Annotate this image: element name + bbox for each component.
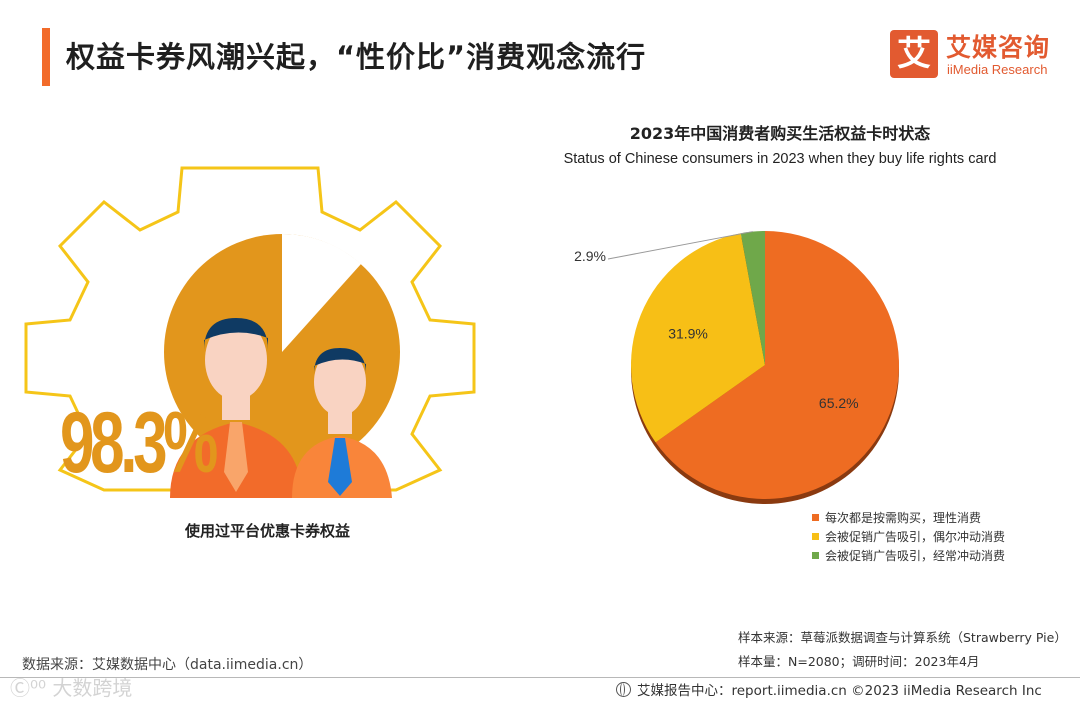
- pie-slice-label: 31.9%: [668, 326, 708, 342]
- pie-slice: [740, 231, 765, 365]
- legend-label: 每次都是按需购买，理性消费: [825, 511, 982, 525]
- legend-swatch: [812, 533, 819, 540]
- chart-subtitle: Status of Chinese consumers in 2023 when…: [563, 151, 997, 167]
- legend-item: 会被促销广告吸引，偶尔冲动消费: [812, 527, 1005, 546]
- legend-label: 会被促销广告吸引，偶尔冲动消费: [825, 530, 1006, 544]
- globe-icon: [616, 681, 631, 697]
- title-accent-bar: [42, 28, 50, 86]
- legend-label: 会被促销广告吸引，经常冲动消费: [825, 549, 1006, 563]
- pie-leader-line: [607, 231, 753, 260]
- chart-legend: 每次都是按需购买，理性消费会被促销广告吸引，偶尔冲动消费 会被促销广告吸引，经常冲…: [812, 508, 1005, 565]
- footer-text: 艾媒报告中心：report.iimedia.cn ©2023 iiMedia R…: [637, 683, 1042, 699]
- person-icon: [170, 318, 302, 498]
- pie-slice-label: 65.2%: [819, 395, 859, 411]
- rights-card-illustration: [24, 166, 476, 498]
- brand-name-en: iiMedia Research: [947, 62, 1048, 77]
- watermark: Ⓒ⁰⁰ 大数跨境: [10, 676, 133, 700]
- usage-percent: 98.3%: [60, 395, 218, 491]
- page-title: 权益卡券风潮兴起，“性价比”消费观念流行: [66, 40, 647, 74]
- data-source: 数据来源：艾媒数据中心（data.iimedia.cn）: [22, 657, 313, 673]
- pie-slice: [631, 233, 765, 443]
- pie-slice: [655, 231, 900, 499]
- pie-chart: 65.2% 31.9% 2.9%: [574, 231, 900, 504]
- sample-size: 样本量：N=2080；调研时间：2023年4月: [738, 654, 980, 669]
- brand-logo-icon: 艾: [890, 30, 938, 78]
- legend-item: 每次都是按需购买，理性消费: [812, 508, 1005, 527]
- usage-caption: 使用过平台优惠卡券权益: [185, 522, 351, 540]
- legend-item: 会被促销广告吸引，经常冲动消费: [812, 546, 1005, 565]
- pie-gap-slice: [282, 233, 361, 352]
- legend-swatch: [812, 514, 819, 521]
- brand-name-cn: 艾媒咨询: [946, 33, 1051, 62]
- footer: 艾媒报告中心：report.iimedia.cn ©2023 iiMedia R…: [616, 679, 1042, 699]
- footer-divider: [0, 677, 1080, 678]
- chart-title: 2023年中国消费者购买生活权益卡时状态: [629, 124, 931, 143]
- sample-source: 样本来源：草莓派数据调查与计算系统（Strawberry Pie）: [738, 630, 1067, 645]
- legend-swatch: [812, 552, 819, 559]
- person-icon: [292, 348, 392, 498]
- pie-slice-label: 2.9%: [574, 248, 606, 264]
